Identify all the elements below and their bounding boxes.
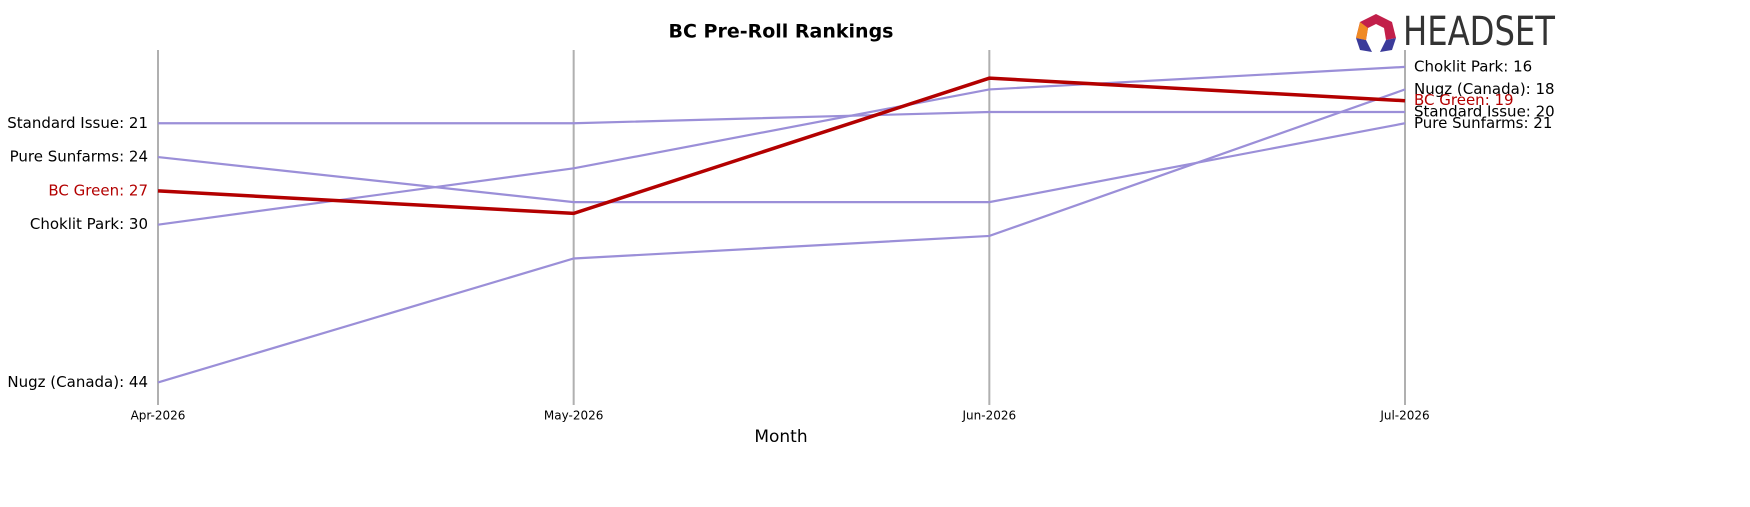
logo-mark — [1356, 38, 1372, 52]
logo-mark — [1356, 22, 1368, 40]
series-line — [157, 65, 1406, 226]
series-line — [157, 76, 1406, 216]
start-label: Nugz (Canada): 44 — [7, 373, 148, 391]
series-line — [157, 122, 1406, 204]
chart-title: BC Pre-Roll Rankings — [669, 21, 894, 43]
x-tick-label: Apr-2026 — [131, 409, 186, 423]
end-label: Standard Issue: 20 — [1414, 102, 1555, 120]
end-label: BC Green: 19 — [1414, 91, 1514, 109]
end-label: Choklit Park: 16 — [1414, 57, 1532, 75]
logo-mark — [1380, 38, 1396, 52]
end-label: Nugz (Canada): 18 — [1414, 80, 1555, 98]
start-label: Pure Sunfarms: 24 — [10, 148, 148, 166]
start-label: BC Green: 27 — [48, 181, 148, 199]
x-tick-label: Jul-2026 — [1379, 409, 1429, 423]
logo: HEADSET — [1356, 9, 1555, 55]
x-tick-label: Jun-2026 — [962, 409, 1017, 423]
series-line — [157, 88, 1406, 384]
x-axis-label: Month — [754, 427, 807, 447]
series-line — [158, 110, 1405, 125]
start-label: Standard Issue: 21 — [7, 114, 148, 132]
start-label: Choklit Park: 30 — [30, 215, 148, 233]
logo-text: HEADSET — [1403, 9, 1555, 55]
end-label: Pure Sunfarms: 21 — [1414, 114, 1552, 132]
x-tick-label: May-2026 — [544, 409, 603, 423]
